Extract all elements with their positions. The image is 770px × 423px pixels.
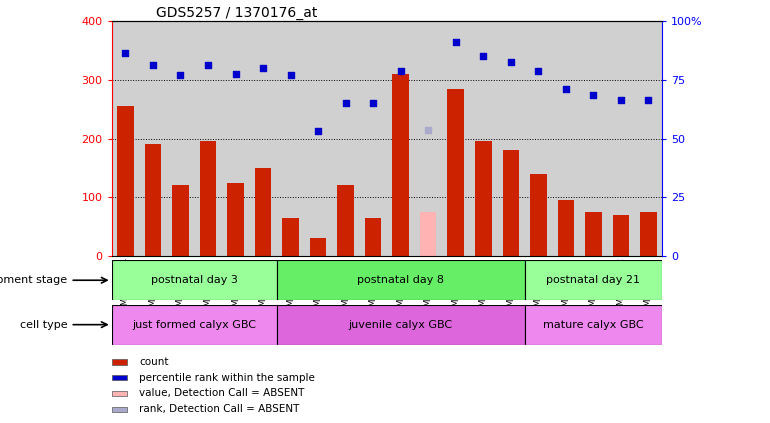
- Bar: [222, 21, 249, 256]
- Point: [642, 97, 654, 104]
- Point: [367, 100, 380, 107]
- Bar: [199, 141, 216, 256]
- Bar: [112, 21, 139, 256]
- Text: mature calyx GBC: mature calyx GBC: [543, 320, 644, 330]
- Point: [422, 126, 434, 133]
- Bar: [640, 212, 657, 256]
- Bar: [530, 174, 547, 256]
- Bar: [524, 305, 662, 345]
- Text: postnatal day 3: postnatal day 3: [151, 275, 238, 285]
- Bar: [580, 21, 608, 256]
- Point: [614, 97, 627, 104]
- Bar: [112, 360, 127, 365]
- Bar: [442, 21, 470, 256]
- Bar: [524, 260, 662, 300]
- Point: [147, 62, 159, 69]
- Bar: [552, 21, 580, 256]
- Text: development stage: development stage: [0, 275, 68, 285]
- Bar: [420, 212, 437, 256]
- Bar: [414, 21, 442, 256]
- Text: postnatal day 21: postnatal day 21: [547, 275, 641, 285]
- Bar: [255, 168, 271, 256]
- Bar: [112, 391, 127, 396]
- Point: [504, 59, 517, 66]
- Bar: [112, 375, 127, 380]
- Bar: [365, 218, 381, 256]
- Bar: [613, 215, 629, 256]
- Bar: [557, 200, 574, 256]
- Bar: [360, 21, 387, 256]
- Bar: [634, 21, 662, 256]
- Point: [588, 91, 600, 98]
- Bar: [332, 21, 360, 256]
- Bar: [607, 21, 634, 256]
- Text: count: count: [139, 357, 169, 367]
- Bar: [112, 260, 277, 300]
- Bar: [139, 21, 167, 256]
- Text: just formed calyx GBC: just formed calyx GBC: [132, 320, 256, 330]
- Bar: [277, 21, 304, 256]
- Bar: [145, 144, 161, 256]
- Bar: [475, 141, 491, 256]
- Bar: [524, 21, 552, 256]
- Bar: [194, 21, 222, 256]
- Text: postnatal day 8: postnatal day 8: [357, 275, 444, 285]
- Point: [174, 72, 186, 79]
- Text: rank, Detection Call = ABSENT: rank, Detection Call = ABSENT: [139, 404, 300, 414]
- Bar: [310, 238, 326, 256]
- Bar: [387, 21, 414, 256]
- Bar: [337, 185, 354, 256]
- Point: [394, 68, 407, 74]
- Bar: [585, 212, 601, 256]
- Point: [312, 127, 324, 134]
- Point: [560, 85, 572, 92]
- Point: [257, 65, 270, 71]
- Text: juvenile calyx GBC: juvenile calyx GBC: [349, 320, 453, 330]
- Bar: [503, 150, 519, 256]
- Bar: [470, 21, 497, 256]
- Bar: [277, 305, 524, 345]
- Point: [229, 71, 242, 77]
- Text: GDS5257 / 1370176_at: GDS5257 / 1370176_at: [156, 6, 317, 20]
- Point: [450, 38, 462, 45]
- Bar: [304, 21, 332, 256]
- Bar: [283, 218, 299, 256]
- Bar: [393, 74, 409, 256]
- Bar: [227, 183, 244, 256]
- Point: [202, 62, 214, 69]
- Text: cell type: cell type: [20, 320, 68, 330]
- Bar: [117, 106, 134, 256]
- Point: [119, 50, 132, 57]
- Text: percentile rank within the sample: percentile rank within the sample: [139, 373, 315, 383]
- Bar: [249, 21, 277, 256]
- Bar: [172, 185, 189, 256]
- Bar: [112, 305, 277, 345]
- Text: value, Detection Call = ABSENT: value, Detection Call = ABSENT: [139, 388, 305, 398]
- Bar: [112, 407, 127, 412]
- Bar: [166, 21, 194, 256]
- Point: [284, 72, 296, 79]
- Point: [532, 68, 544, 74]
- Bar: [447, 89, 464, 256]
- Point: [477, 53, 490, 60]
- Point: [340, 100, 352, 107]
- Bar: [277, 260, 524, 300]
- Bar: [497, 21, 524, 256]
